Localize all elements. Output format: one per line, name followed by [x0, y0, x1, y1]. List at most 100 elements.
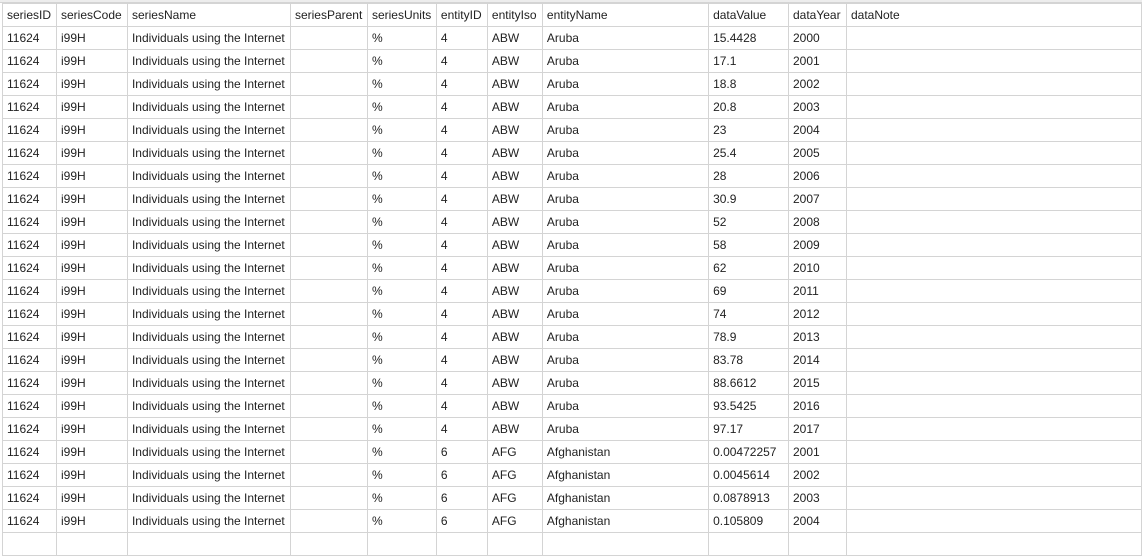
cell-entity-id[interactable]: 4	[435, 49, 488, 73]
cell-series-code[interactable]: i99H	[55, 394, 128, 418]
cell-entity-name[interactable]: Aruba	[541, 371, 710, 395]
cell-series-code[interactable]: i99H	[55, 49, 128, 73]
cell-data-year[interactable]: 2005	[788, 141, 847, 165]
cell-entity-iso[interactable]: AFG	[486, 463, 543, 487]
cell-entity-id[interactable]: 4	[435, 279, 488, 303]
cell-series-name[interactable]: Individuals using the Internet	[126, 256, 291, 280]
cell-entity-name[interactable]: Aruba	[541, 141, 710, 165]
column-header-entity-id[interactable]: entityID	[435, 3, 488, 27]
cell-entity-iso[interactable]: ABW	[486, 26, 543, 50]
cell-series-id[interactable]: 11624	[2, 141, 57, 165]
cell-series-name[interactable]: Individuals using the Internet	[126, 141, 291, 165]
cell-series-parent[interactable]	[289, 325, 368, 349]
cell-series-parent[interactable]	[289, 509, 368, 533]
cell-series-name[interactable]: Individuals using the Internet	[126, 118, 291, 142]
cell-entity-iso[interactable]: ABW	[486, 325, 543, 349]
cell-series-code[interactable]: i99H	[55, 417, 128, 441]
cell-entity-name[interactable]: Aruba	[541, 325, 710, 349]
cell-entity-id[interactable]: 6	[435, 486, 488, 510]
cell-series-code[interactable]: i99H	[55, 26, 128, 50]
cell-series-parent[interactable]	[289, 141, 368, 165]
cell-series-id[interactable]: 11624	[2, 279, 57, 303]
cell-series-parent[interactable]	[289, 233, 368, 257]
column-header-entity-name[interactable]: entityName	[541, 3, 710, 27]
cell-series-code[interactable]: i99H	[55, 509, 128, 533]
cell-series-units[interactable]: %	[366, 394, 437, 418]
cell-series-parent[interactable]	[289, 440, 368, 464]
cell-series-id[interactable]: 11624	[2, 72, 57, 96]
cell-data-note[interactable]	[845, 417, 1142, 441]
cell-entity-name[interactable]: Aruba	[541, 26, 710, 50]
cell-entity-id[interactable]: 4	[435, 302, 488, 326]
cell-data-note[interactable]	[845, 371, 1142, 395]
cell-data-year[interactable]: 2002	[788, 72, 847, 96]
cell-data-note[interactable]	[845, 210, 1142, 234]
cell-entity-id[interactable]: 4	[435, 233, 488, 257]
cell-entity-name[interactable]: Aruba	[541, 210, 710, 234]
cell-series-name[interactable]: Individuals using the Internet	[126, 26, 291, 50]
cell-data-year[interactable]: 2007	[788, 187, 847, 211]
cell-series-parent[interactable]	[289, 49, 368, 73]
cell-data-value[interactable]: 28	[708, 164, 789, 188]
cell-entity-id[interactable]: 4	[435, 210, 488, 234]
cell-entity-id[interactable]: 4	[435, 348, 488, 372]
cell-series-units[interactable]: %	[366, 486, 437, 510]
cell-series-id[interactable]: 11624	[2, 256, 57, 280]
cell-series-units[interactable]: %	[366, 95, 437, 119]
cell-data-value[interactable]: 18.8	[708, 72, 789, 96]
cell-series-parent[interactable]	[289, 279, 368, 303]
cell-data-note[interactable]	[845, 164, 1142, 188]
cell-data-value[interactable]: 23	[708, 118, 789, 142]
cell-data-year[interactable]: 2012	[788, 302, 847, 326]
cell-series-name[interactable]: Individuals using the Internet	[126, 302, 291, 326]
cell-series-id[interactable]: 11624	[2, 95, 57, 119]
cell-series-parent[interactable]	[289, 302, 368, 326]
column-header-series-parent[interactable]: seriesParent	[289, 3, 368, 27]
cell-entity-name[interactable]: Aruba	[541, 118, 710, 142]
cell-data-value[interactable]: 74	[708, 302, 789, 326]
cell-data-year[interactable]: 2014	[788, 348, 847, 372]
cell-entity-id[interactable]: 4	[435, 118, 488, 142]
cell-series-code[interactable]: i99H	[55, 486, 128, 510]
cell-entity-id[interactable]: 4	[435, 417, 488, 441]
cell-series-parent[interactable]	[289, 463, 368, 487]
cell-series-name[interactable]: Individuals using the Internet	[126, 463, 291, 487]
cell-series-parent[interactable]	[289, 210, 368, 234]
cell-data-value[interactable]: 15.4428	[708, 26, 789, 50]
cell-data-note[interactable]	[845, 141, 1142, 165]
cell-series-code[interactable]: i99H	[55, 302, 128, 326]
cell-data-value[interactable]: 17.1	[708, 49, 789, 73]
cell-entity-iso[interactable]: ABW	[486, 348, 543, 372]
cell-entity-id[interactable]: 4	[435, 256, 488, 280]
cell-data-value[interactable]: 52	[708, 210, 789, 234]
column-header-series-name[interactable]: seriesName	[126, 3, 291, 27]
cell-data-note[interactable]	[845, 325, 1142, 349]
cell-data-value[interactable]: 0.00472257	[708, 440, 789, 464]
cell-entity-name[interactable]: Aruba	[541, 72, 710, 96]
cell-data-note[interactable]	[845, 279, 1142, 303]
cell-series-parent[interactable]	[289, 256, 368, 280]
cell-series-id[interactable]: 11624	[2, 118, 57, 142]
cell-data-note[interactable]	[845, 463, 1142, 487]
cell-entity-name[interactable]: Afghanistan	[541, 440, 710, 464]
cell-data-note[interactable]	[845, 348, 1142, 372]
cell-series-units[interactable]: %	[366, 509, 437, 533]
cell-entity-iso[interactable]: ABW	[486, 72, 543, 96]
cell-series-units[interactable]: %	[366, 72, 437, 96]
cell-series-units[interactable]: %	[366, 325, 437, 349]
cell-data-value[interactable]: 88.6612	[708, 371, 789, 395]
column-header-series-id[interactable]: seriesID	[2, 3, 57, 27]
cell-entity-name[interactable]: Afghanistan	[541, 486, 710, 510]
cell-series-units[interactable]: %	[366, 49, 437, 73]
cell-series-units[interactable]: %	[366, 118, 437, 142]
cell-series-units[interactable]: %	[366, 348, 437, 372]
cell-data-note[interactable]	[845, 49, 1142, 73]
cell-data-year[interactable]: 2004	[788, 509, 847, 533]
cell-entity-iso[interactable]: ABW	[486, 49, 543, 73]
cell-data-note[interactable]	[845, 509, 1142, 533]
cell-series-code[interactable]: i99H	[55, 164, 128, 188]
cell-entity-id[interactable]: 6	[435, 463, 488, 487]
cell-series-id[interactable]: 11624	[2, 486, 57, 510]
cell-series-code[interactable]: i99H	[55, 72, 128, 96]
cell-data-note[interactable]	[845, 394, 1142, 418]
